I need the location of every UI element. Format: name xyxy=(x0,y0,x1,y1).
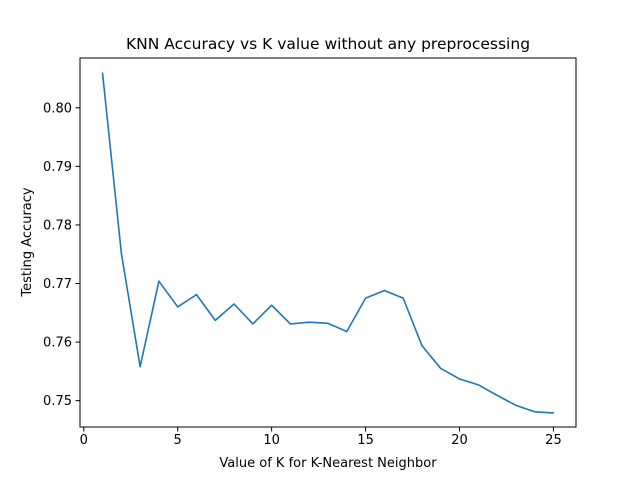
y-axis-label: Testing Accuracy xyxy=(20,187,35,297)
y-tick-label: 0.78 xyxy=(43,218,72,233)
axes-frame xyxy=(79,57,577,428)
series-line xyxy=(101,72,555,414)
y-tick-label: 0.79 xyxy=(43,160,72,175)
x-tick-label: 15 xyxy=(357,433,374,448)
plot-area xyxy=(101,72,555,414)
y-tick-label: 0.80 xyxy=(43,101,72,116)
x-tick-label: 20 xyxy=(451,433,468,448)
chart-title: KNN Accuracy vs K value without any prep… xyxy=(126,35,530,53)
x-axis: 0 5 10 15 20 25 xyxy=(80,427,562,448)
y-tick-label: 0.77 xyxy=(43,277,72,292)
x-axis-label: Value of K for K-Nearest Neighbor xyxy=(219,456,437,471)
y-tick-label: 0.75 xyxy=(43,394,72,409)
x-tick-label: 5 xyxy=(174,433,182,448)
x-tick-label: 0 xyxy=(80,433,88,448)
x-tick-label: 10 xyxy=(263,433,280,448)
x-tick-label: 25 xyxy=(545,433,562,448)
y-axis: 0.75 0.76 0.77 0.78 0.79 0.80 xyxy=(43,101,80,409)
y-tick-label: 0.76 xyxy=(43,336,72,351)
